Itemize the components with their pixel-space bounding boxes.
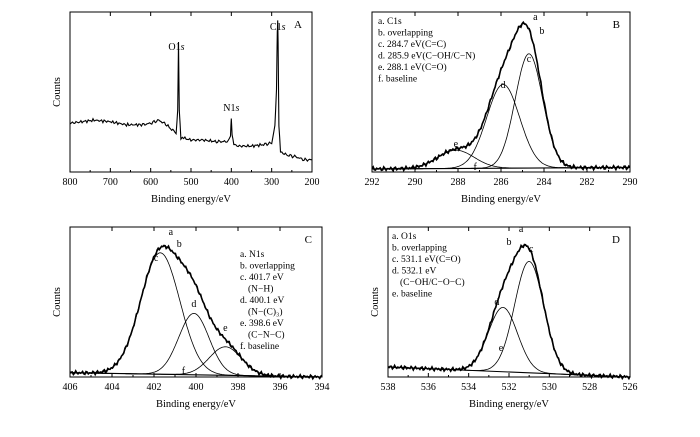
- x-tick-label: 200: [305, 177, 320, 188]
- x-tick-label: 290: [623, 177, 638, 188]
- panel-label: D: [612, 234, 620, 246]
- x-tick-label: 284: [537, 177, 552, 188]
- x-tick-label: 536: [421, 382, 436, 393]
- legend-entry: e. 288.1 eV(C=O): [378, 62, 447, 73]
- peak-label-e: e: [499, 343, 504, 354]
- legend-entry: c. 531.1 eV(C=O): [392, 254, 461, 265]
- baseline-line: [69, 372, 323, 378]
- x-tick-label: 300: [264, 177, 279, 188]
- y-axis-label: Counts: [52, 287, 63, 317]
- peak-label-c: c: [527, 54, 532, 65]
- peak-label-e: e: [223, 323, 228, 334]
- x-axis-label: Binding energy/eV: [156, 399, 236, 410]
- legend-entry: b. overlapping: [240, 262, 295, 272]
- legend-entry: (N−(C)₃): [248, 307, 283, 318]
- x-tick-label: 292: [365, 177, 380, 188]
- x-tick-label: 700: [103, 177, 118, 188]
- x-tick-label: 282: [580, 177, 595, 188]
- panel-label: B: [613, 19, 620, 31]
- peak-label-b: b: [177, 239, 182, 250]
- peak-label-f: f: [474, 162, 478, 173]
- x-tick-label: 534: [461, 382, 476, 393]
- peak-label-f: f: [182, 366, 186, 377]
- legend-entry: c. 401.7 eV: [240, 273, 284, 283]
- legend-entry: a. O1s: [392, 232, 417, 242]
- panel-b: 292 290 288 286 284 282 290 Binding energy/eV Ba…: [365, 11, 638, 205]
- x-tick-label: 402: [147, 382, 162, 393]
- y-axis-label: Counts: [52, 77, 63, 107]
- x-tick-label: 538: [381, 382, 396, 393]
- x-tick-label: 532: [502, 382, 517, 393]
- plot-frame: [69, 11, 313, 173]
- legend-entry: d. 285.9 eV(C−OH/C−N): [378, 51, 475, 62]
- peak-label-d: d: [501, 80, 506, 91]
- x-tick-label: 400: [189, 382, 204, 393]
- legend-entry: a. N1s: [240, 250, 265, 260]
- x-tick-label: 530: [542, 382, 557, 393]
- legend-entry: c. 284.7 eV(C=C): [378, 39, 446, 50]
- legend-entry: e. 398.6 eV: [240, 319, 284, 329]
- x-tick-label: 288: [451, 177, 466, 188]
- peak-label-e: e: [454, 139, 459, 150]
- x-tick-label: 286: [494, 177, 509, 188]
- legend-entry: b. overlapping: [392, 244, 447, 254]
- x-tick-label: 406: [63, 382, 78, 393]
- x-axis-label: Binding energy/eV: [461, 194, 541, 205]
- x-tick-label: 398: [231, 382, 246, 393]
- legend-entry: (C−N−C): [248, 330, 285, 341]
- component-peak-d: [371, 83, 630, 170]
- legend-entry: d. 532.1 eV: [392, 267, 436, 277]
- legend-entry: d. 400.1 eV: [240, 296, 284, 306]
- component-peak-d: [388, 307, 630, 378]
- baseline-line: [387, 366, 631, 378]
- panel-c: 406 404 402 400 398 396 394 Binding energy/eV Co…: [52, 226, 330, 410]
- panel-a: 800 700 600 500 400 300 200 Binding energy/eV Co…: [52, 11, 320, 205]
- peak-label: N1s: [223, 103, 239, 114]
- peak-label-c: c: [154, 253, 159, 264]
- x-tick-label: 404: [105, 382, 120, 393]
- x-tick-label: 396: [273, 382, 288, 393]
- legend-entry: (C−OH/C−O−C): [400, 277, 465, 288]
- x-tick-label: 290: [408, 177, 423, 188]
- peak-label-d: d: [494, 297, 499, 308]
- x-axis-label: Binding energy/eV: [151, 194, 231, 205]
- x-tick-label: 526: [623, 382, 638, 393]
- peak-label-c: c: [529, 244, 534, 255]
- peak-label-a: a: [519, 224, 524, 235]
- x-tick-label: 528: [582, 382, 597, 393]
- legend-entry: a. C1s: [378, 17, 402, 27]
- peak-label-a: a: [169, 227, 174, 238]
- survey-line: [69, 20, 313, 162]
- panel-label: A: [294, 19, 302, 31]
- panel-d: 538 536 534 532 530 528 526 Binding energy/eV Co…: [370, 224, 638, 410]
- component-peak-d: [70, 312, 322, 378]
- legend-entry: f. baseline: [240, 341, 279, 352]
- peak-label: O1s: [168, 42, 184, 53]
- x-axis-label: Binding energy/eV: [469, 399, 549, 410]
- x-tick-label: 400: [224, 177, 239, 188]
- legend-entry: b. overlapping: [378, 29, 433, 39]
- peak-label-b: b: [507, 237, 512, 248]
- x-tick-label: 800: [63, 177, 78, 188]
- envelope-overlapping: [388, 244, 630, 378]
- peak-label-b: b: [539, 26, 544, 37]
- x-tick-label: 394: [315, 382, 330, 393]
- legend-entry: e. baseline: [392, 290, 432, 300]
- legend-entry: f. baseline: [378, 74, 417, 85]
- x-tick-label: 600: [143, 177, 158, 188]
- panel-label: C: [305, 234, 312, 246]
- baseline-line: [371, 166, 631, 170]
- peak-label: C1s: [270, 22, 286, 33]
- y-axis-label: Counts: [370, 287, 381, 317]
- x-tick-label: 500: [184, 177, 199, 188]
- peak-label-a: a: [533, 12, 538, 23]
- peak-label-d: d: [191, 299, 196, 310]
- legend-entry: (N−H): [248, 284, 273, 295]
